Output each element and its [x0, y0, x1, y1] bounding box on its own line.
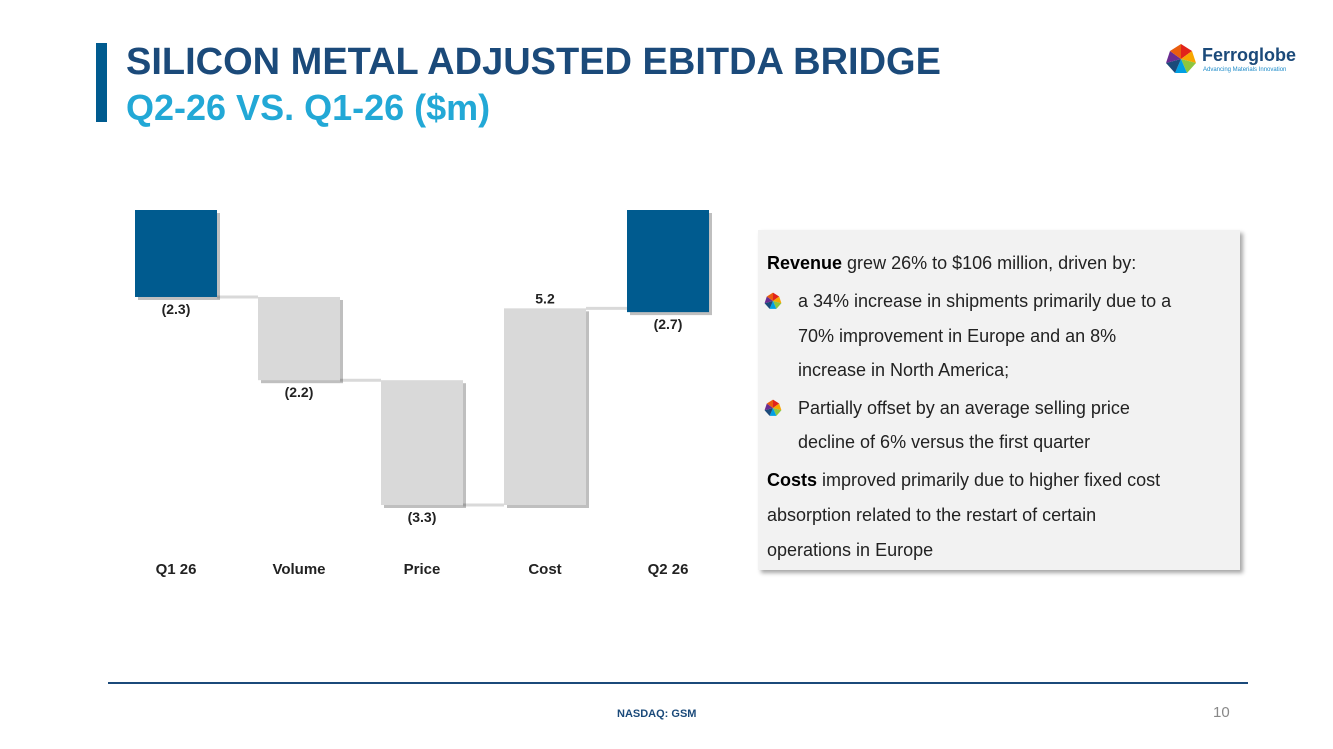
page-title: SILICON METAL ADJUSTED EBITDA BRIDGE — [126, 41, 941, 83]
costs-label: Costs — [767, 470, 818, 490]
page-number: 10 — [1213, 704, 1230, 721]
bullet2-line: Partially offset by an average selling p… — [798, 398, 1130, 418]
bullet1-line: a 34% increase in shipments primarily du… — [798, 291, 1172, 311]
bar-volume — [258, 296, 340, 381]
company-logo: Ferroglobe Advancing Materials Innovatio… — [1165, 43, 1300, 79]
footer-ticker: NASDAQ: GSM — [617, 708, 697, 720]
value-label: 5.2 — [535, 290, 555, 306]
globe-logo-icon — [1166, 44, 1196, 73]
bar-cost — [504, 308, 586, 505]
category-label: Price — [404, 561, 441, 578]
revenue-text: grew 26% to $106 million, driven by: — [842, 253, 1137, 273]
revenue-paragraph: Revenue grew 26% to $106 million, driven… — [767, 253, 1136, 273]
commentary-box: Revenue grew 26% to $106 million, driven… — [758, 230, 1240, 570]
bullet1-line: increase in North America; — [798, 360, 1010, 380]
logo-name: Ferroglobe — [1202, 45, 1297, 65]
globe-bullet-icon — [764, 399, 782, 416]
costs-text: improved primarily due to higher fixed c… — [817, 470, 1161, 490]
value-label: (2.3) — [162, 301, 191, 317]
bar-q1-26 — [135, 210, 217, 297]
costs-line: absorption related to the restart of cer… — [767, 505, 1097, 525]
bullet1-line: 70% improvement in Europe and an 8% — [798, 326, 1117, 346]
bar-q2-26 — [627, 210, 709, 313]
footer-divider — [108, 682, 1248, 684]
bullet2-line: decline of 6% versus the first quarter — [798, 432, 1091, 452]
category-label: Cost — [528, 561, 561, 578]
value-label: (2.7) — [654, 316, 683, 332]
costs-line: operations in Europe — [767, 540, 934, 560]
costs-paragraph: Costs improved primarily due to higher f… — [767, 470, 1160, 490]
title-accent-bar — [96, 43, 107, 122]
globe-bullet-icon — [764, 292, 782, 309]
category-label: Volume — [272, 561, 325, 578]
category-label: Q2 26 — [648, 561, 689, 578]
bar-price — [381, 380, 463, 505]
category-label: Q1 26 — [156, 561, 197, 578]
revenue-label: Revenue — [767, 253, 843, 273]
value-label: (2.2) — [285, 384, 314, 400]
page-subtitle: Q2-26 VS. Q1-26 ($m) — [126, 87, 491, 128]
ebitda-bridge-chart: (2.3) Q1 26 (2.2) Volume (3.3) Price 5.2 Cost (2… — [135, 210, 712, 578]
logo-tagline: Advancing Materials Innovation — [1203, 67, 1287, 73]
value-label: (3.3) — [408, 509, 437, 525]
